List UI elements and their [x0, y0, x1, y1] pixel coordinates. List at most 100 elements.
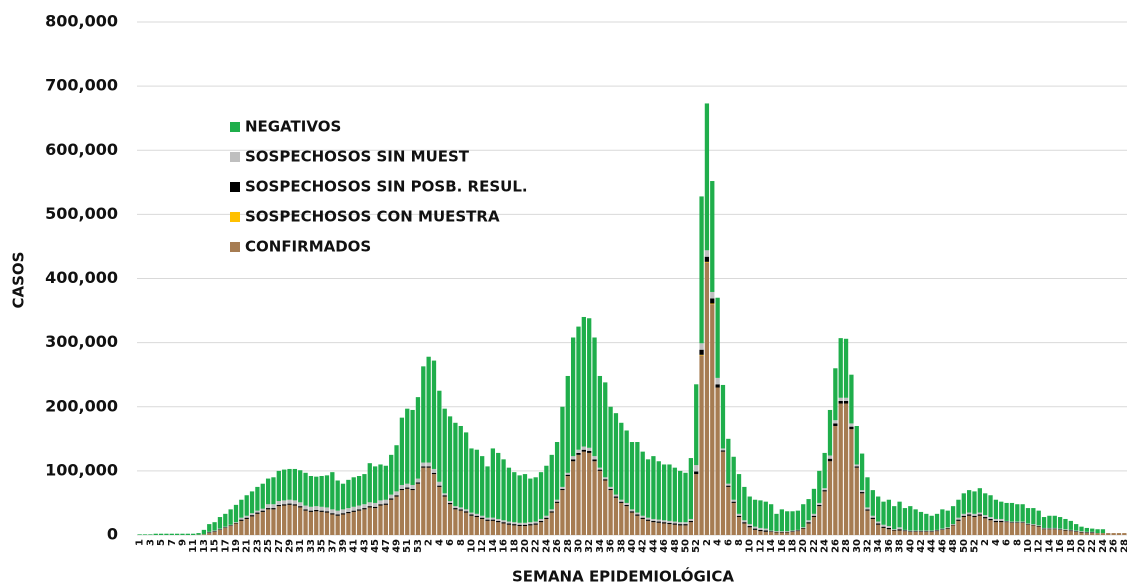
- x-tick-label: 9: [177, 539, 188, 546]
- bar-segment: [228, 526, 233, 535]
- bar-segment: [1116, 533, 1122, 535]
- bar-segment: [988, 495, 993, 518]
- bar-segment: [501, 522, 506, 524]
- x-tick-label: 14: [488, 539, 499, 553]
- x-tick-label: 39: [338, 539, 349, 553]
- bar-segment: [661, 523, 667, 535]
- bar-segment: [298, 507, 303, 535]
- bar-segment: [292, 505, 298, 535]
- bar-segment: [715, 384, 720, 388]
- x-tick-label: 3: [145, 539, 156, 546]
- bar-segment: [496, 518, 501, 521]
- bar-segment: [710, 291, 715, 299]
- bar-segment: [854, 466, 859, 468]
- bar-segment: [517, 526, 522, 535]
- bar-segment: [736, 515, 742, 518]
- bar-segment: [501, 459, 506, 521]
- bar-segment: [758, 531, 763, 535]
- bar-segment: [918, 531, 924, 532]
- bar-segment: [704, 262, 710, 535]
- bar-segment: [533, 524, 538, 535]
- bar-segment: [865, 510, 870, 535]
- bar-segment: [790, 531, 795, 532]
- x-tick-label: 53: [413, 539, 424, 553]
- x-tick-label: 46: [659, 539, 670, 553]
- bar-segment: [399, 490, 405, 535]
- x-tick-label: 40: [905, 539, 916, 553]
- bar-segment: [678, 470, 683, 523]
- bar-segment: [1084, 532, 1090, 534]
- bar-segment: [678, 525, 683, 535]
- bar-segment: [827, 455, 833, 459]
- bar-segment: [758, 527, 763, 530]
- bar-segment: [490, 520, 496, 535]
- bar-segment: [1009, 522, 1015, 535]
- bar-segment: [581, 451, 586, 535]
- bar-segment: [1004, 522, 1009, 535]
- y-tick-label: 200,000: [45, 396, 118, 415]
- y-tick-label: 500,000: [45, 204, 118, 223]
- bar-segment: [362, 474, 367, 505]
- bar-segment: [747, 496, 752, 525]
- x-tick-label: 30: [573, 539, 584, 553]
- x-tick-label: 51: [402, 539, 413, 553]
- bar-segment: [699, 343, 704, 350]
- x-tick-label: 2: [980, 539, 991, 546]
- bar-segment: [249, 513, 255, 516]
- bar-segment: [956, 517, 961, 520]
- bar-segment: [993, 499, 999, 519]
- bar-segment: [694, 474, 699, 535]
- bar-segment: [843, 397, 849, 401]
- bar-segment: [265, 504, 271, 509]
- bar-segment: [752, 528, 758, 530]
- bar-segment: [822, 490, 827, 492]
- bar-segment: [506, 467, 512, 522]
- bar-segment: [940, 529, 945, 530]
- bar-segment: [421, 462, 426, 467]
- bar-segment: [581, 316, 586, 447]
- bar-segment: [480, 517, 485, 519]
- bar-segment: [533, 523, 538, 525]
- bar-segment: [560, 490, 565, 535]
- bar-segment: [431, 474, 437, 535]
- bar-segment: [544, 517, 549, 519]
- bar-segment: [924, 513, 929, 531]
- bar-segment: [469, 448, 474, 513]
- bar-segment: [683, 525, 688, 535]
- bar-segment: [174, 533, 180, 535]
- bar-segment: [314, 506, 319, 510]
- bar-segment: [169, 533, 174, 535]
- x-tick-label: 34: [873, 539, 884, 553]
- bar-segment: [993, 518, 999, 521]
- bar-segment: [389, 499, 394, 535]
- legend-swatch: [230, 212, 240, 222]
- bar-segment: [945, 527, 950, 528]
- bar-segment: [356, 510, 362, 535]
- x-tick-label: 12: [477, 539, 488, 553]
- bar-segment: [961, 515, 966, 518]
- bar-segment: [1111, 533, 1116, 535]
- bar-segment: [881, 526, 886, 528]
- bar-segment: [233, 522, 239, 524]
- bar-segment: [667, 522, 672, 525]
- bar-segment: [806, 522, 811, 524]
- bar-segment: [346, 479, 351, 509]
- bar-segment: [699, 349, 704, 355]
- bar-segment: [886, 529, 892, 535]
- bar-segment: [367, 507, 372, 535]
- bar-segment: [876, 496, 881, 522]
- bar-segment: [913, 509, 918, 531]
- bar-segment: [394, 496, 399, 535]
- bar-segment: [298, 502, 303, 507]
- bar-segment: [688, 458, 694, 519]
- bar-segment: [463, 512, 469, 535]
- bar-segment: [950, 524, 956, 525]
- bar-segment: [587, 452, 592, 535]
- bar-segment: [865, 477, 870, 508]
- bar-segment: [795, 510, 801, 530]
- x-tick-label: 44: [648, 539, 659, 553]
- bar-segment: [447, 501, 453, 503]
- bar-segment: [1015, 504, 1020, 522]
- bar-segment: [378, 505, 383, 535]
- bar-segment: [1100, 529, 1106, 534]
